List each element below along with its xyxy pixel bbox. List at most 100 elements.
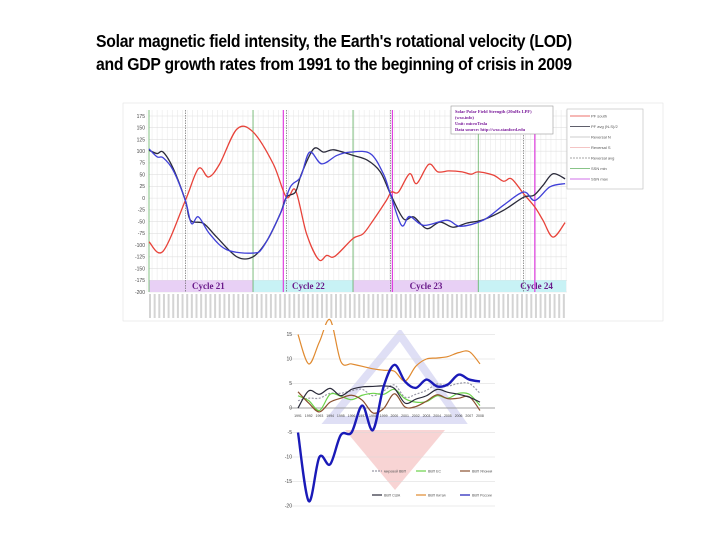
x-tick-label [223,294,226,318]
y-tick-label: -25 [138,208,145,214]
x-tick-label [260,294,263,318]
legend-label: PF south [591,113,607,118]
x-tick-label [358,294,361,318]
y-tick-label: 125 [137,137,146,143]
x-tick-label [441,294,444,318]
slide-title: Solar magnetic field intensity, the Eart… [96,30,636,76]
x-tick-label [367,294,370,318]
x-tick-label [404,294,407,318]
y-tick-label: 25 [139,184,145,190]
x-tick-label: 1993 [316,414,324,418]
cycle-band [253,280,354,292]
cycle-label: Cycle 21 [192,281,225,291]
x-tick-label [228,294,231,318]
y-tick-label: -75 [138,231,145,237]
x-tick-label [158,294,161,318]
info-box-line: Unit: microTesla [455,121,488,126]
x-tick-label: 1995 [337,414,345,418]
x-tick-label [279,294,282,318]
x-tick-label [479,294,482,318]
x-tick-label: 1998 [369,414,377,418]
x-tick-label [446,294,449,318]
y-tick-label: 50 [139,172,145,178]
cycle-label: Cycle 23 [410,281,443,291]
x-tick-label [330,294,333,318]
x-tick-label [297,294,300,318]
x-tick-label [353,294,356,318]
y-tick-label: 10 [286,357,292,363]
series-line [297,388,481,412]
x-tick-label [414,294,417,318]
x-tick-label [274,294,277,318]
x-tick-label [525,294,528,318]
series-line-pf-avg [148,148,566,254]
cycle-band [478,280,567,292]
x-tick-label [521,294,523,318]
y-tick-label: -15 [285,479,292,485]
x-tick-label [325,294,328,318]
x-tick-label [511,294,514,318]
x-tick-label [400,294,403,318]
x-tick-label: 2000 [390,414,398,418]
y-tick-label: 175 [137,114,146,120]
x-tick-label: 1994 [326,414,334,418]
legend-label: SSN min [591,166,607,171]
x-tick-label [153,294,156,318]
x-tick-label [242,294,244,318]
legend-label: ВВП ЕС [428,469,441,473]
cycle-band [149,280,254,292]
x-tick-label: 2007 [465,414,473,418]
cycle-band [353,280,479,292]
title-line-2: and GDP growth rates from 1991 to the be… [96,54,572,74]
legend-label: SSN max [591,176,608,181]
x-tick-label: 2001 [401,414,409,418]
x-tick-label: 2006 [455,414,463,418]
x-tick-label [293,294,296,318]
info-box-line: Data source: http://wso.stanford.edu [455,127,526,132]
info-box-line: (wso.info) [455,115,474,120]
y-tick-label: -10 [285,455,292,461]
series-line [297,382,481,402]
x-tick-label [344,294,347,318]
x-tick-label [544,294,547,318]
x-tick-label [246,294,249,318]
x-tick-label [409,294,412,318]
cycle-label: Cycle 22 [292,281,325,291]
x-tick-label [172,294,175,318]
x-tick-label [209,294,212,318]
x-tick-label [534,294,537,318]
x-tick-label [321,294,324,318]
x-tick-label [237,294,240,318]
x-tick-label: 1997 [358,414,366,418]
x-tick-label [493,294,496,318]
x-tick-label [232,294,235,318]
x-tick-label [307,294,310,318]
legend-label: ВВП Китая [428,493,446,497]
x-tick-label [316,294,319,318]
x-tick-label [553,294,556,318]
y-tick-label: 150 [137,126,146,132]
y-tick-label: 5 [289,381,292,387]
y-tick-label: 100 [137,149,146,155]
x-tick-label [167,294,170,318]
x-tick-label [362,294,365,318]
x-tick-label [372,294,375,318]
y-tick-label: 0 [142,196,145,202]
x-tick-label [437,294,440,318]
x-tick-label [251,294,254,318]
x-tick-label [455,294,458,318]
x-tick-label [502,294,505,318]
x-tick-label [548,294,551,318]
legend-label: ВВП США [384,493,401,497]
y-tick-label: 15 [286,332,292,338]
x-tick-label [376,294,379,318]
chart-frame [285,322,499,510]
x-tick-label [469,294,472,318]
x-tick-label [562,294,565,318]
x-tick-label [418,294,421,318]
x-tick-label [558,294,561,318]
x-tick-label [428,294,430,318]
x-tick-label: 2002 [412,414,420,418]
x-tick-label [162,294,165,318]
